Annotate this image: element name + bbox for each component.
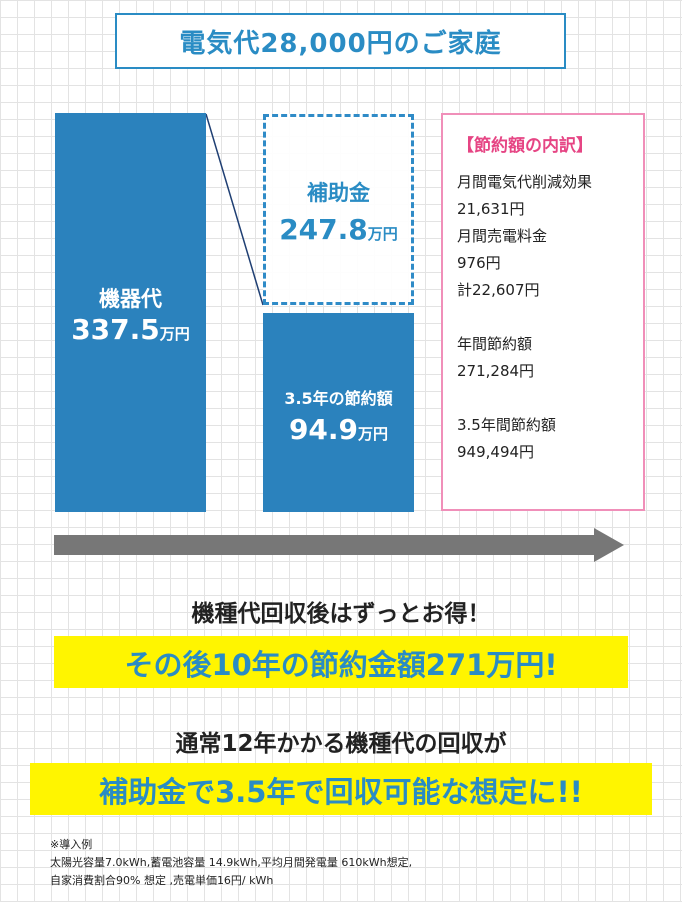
subsidy-amount: 247.8万円 — [279, 213, 398, 246]
breakdown-title: 【節約額の内訳】 — [457, 136, 593, 156]
breakdown-line: 月間電気代削減効果 — [457, 173, 593, 191]
highlight-subsidy-recovery: 補助金で3.5年で回収可能な想定に!! — [99, 775, 583, 809]
note-line: 自家消費割合90% 想定 ,売電単価16円/ kWh — [50, 874, 274, 887]
breakdown-line: 21,631円 — [457, 200, 525, 218]
savings-bar: 3.5年の節約額 94.9万円 — [263, 313, 414, 512]
breakdown-line: 年間節約額 — [457, 335, 533, 353]
breakdown-line: 976円 — [457, 254, 501, 272]
installation-example-note: ※導入例 太陽光容量7.0kWh,蓄電池容量 14.9kWh,平均月間発電量 6… — [50, 836, 412, 890]
subsidy-label: 補助金 — [307, 181, 370, 205]
breakdown-line: 月間売電料金 — [457, 227, 548, 245]
savings-breakdown-box: 【節約額の内訳】 月間電気代削減効果 21,631円月間売電料金 976円計22,6… — [441, 113, 645, 511]
equipment-cost-bar: 機器代 337.5万円 — [55, 113, 206, 512]
breakdown-spacer — [457, 304, 633, 331]
breakdown-spacer — [457, 385, 633, 412]
highlight-savings-271: その後10年の節約金額271万円! — [124, 648, 558, 682]
note-title: ※導入例 — [50, 838, 93, 851]
page-title: 電気代28,000円のご家庭 — [115, 13, 566, 69]
note-line: 太陽光容量7.0kWh,蓄電池容量 14.9kWh,平均月間発電量 610kWh… — [50, 856, 413, 869]
headline-recovery: 機種代回収後はずっとお得！ — [191, 601, 491, 627]
breakdown-line: 271,284円 — [457, 362, 535, 380]
highlight-band-1 — [54, 636, 628, 688]
breakdown-line: 3.5年間節約額 — [457, 416, 556, 434]
breakdown-line: 計22,607円 — [457, 281, 540, 299]
breakdown-list: 月間電気代削減効果 21,631円月間売電料金 976円計22,607円 年間節約額 2… — [457, 169, 633, 466]
right-arrow-icon — [54, 528, 624, 562]
subsidy-box: 補助金 247.8万円 — [263, 114, 414, 305]
equipment-amount: 337.5万円 — [71, 313, 190, 346]
savings-amount: 94.9万円 — [288, 413, 389, 446]
breakdown-line: 949,494円 — [457, 443, 535, 461]
headline-normal-recovery: 通常12年かかる機種代の回収が — [175, 731, 507, 757]
equipment-label: 機器代 — [99, 287, 162, 311]
highlight-band-2 — [30, 763, 652, 815]
savings-label: 3.5年の節約額 — [284, 389, 393, 408]
